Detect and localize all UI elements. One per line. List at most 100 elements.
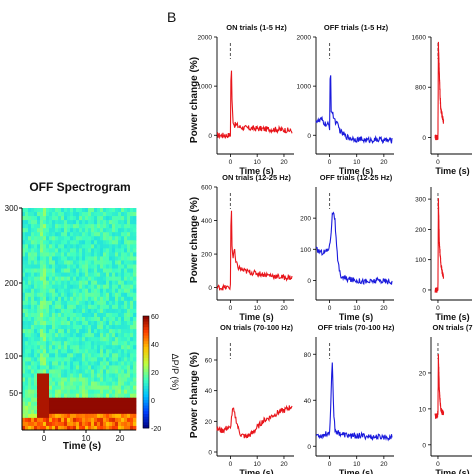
spectrogram-cell: [25, 393, 29, 399]
spectrogram-cell: [37, 365, 41, 370]
spectrogram-cell: [100, 308, 104, 314]
spectrogram-cell: [100, 349, 104, 354]
spectrogram-cell: [103, 353, 107, 358]
spectrogram-cell: [106, 325, 110, 330]
spectrogram-cell: [58, 377, 62, 382]
spectrogram-cell: [133, 321, 137, 326]
spectrogram-cell: [100, 240, 104, 245]
spectrogram-cell: [94, 385, 98, 391]
spectrogram-cell: [100, 256, 104, 261]
spectrogram-cell: [112, 300, 116, 306]
spectrogram-cell: [94, 212, 98, 217]
spectrogram-cell: [40, 220, 44, 225]
spectrogram-cell: [109, 377, 113, 382]
spectrogram-cell: [88, 353, 92, 358]
spectrogram-cell: [112, 232, 116, 237]
spectrogram-cell: [22, 345, 26, 350]
spectrogram-cell: [25, 345, 29, 350]
spectrogram-cell: [67, 341, 71, 346]
spectrogram-cell: [106, 349, 110, 354]
spectrogram-cell: [46, 260, 50, 265]
spectrogram-cell: [67, 284, 71, 290]
spectrogram-cell: [106, 228, 110, 233]
spectrogram-cell: [46, 365, 50, 370]
spectrogram-cell: [88, 349, 92, 354]
spectrogram-cell: [133, 232, 137, 237]
spectrogram-cell: [94, 329, 98, 334]
spectrogram-cell: [28, 256, 32, 261]
panel-x-tick-label: 20: [280, 305, 288, 312]
spectrogram-cell: [130, 312, 134, 318]
spectrogram-cell: [130, 240, 134, 245]
spectrogram-cell: [43, 425, 47, 431]
spectrogram-cell: [70, 413, 74, 419]
spectrogram-cell: [109, 208, 113, 213]
spectrogram-cell: [31, 389, 35, 395]
spectrogram-cell: [124, 365, 128, 370]
spectrogram-cell: [64, 353, 68, 358]
spectrogram-cell: [37, 409, 41, 415]
spectrogram-cell: [73, 333, 77, 338]
spectrogram-cell: [118, 228, 122, 233]
spectrogram-cell: [64, 333, 68, 338]
spectrogram-cell: [73, 377, 77, 382]
spectrogram-cell: [106, 240, 110, 245]
spectrogram-cell: [121, 224, 125, 229]
spectrogram-cell: [79, 337, 83, 342]
spectrogram-cell: [97, 240, 101, 245]
spectrogram-cell: [88, 308, 92, 314]
spectrogram-cell: [64, 300, 68, 306]
spectrogram-cell: [124, 413, 128, 419]
spectrogram-cell: [121, 337, 125, 342]
spectrogram-cell: [37, 268, 41, 273]
spectrogram-cell: [46, 325, 50, 330]
spectrogram-cell: [82, 316, 86, 322]
spectrogram-cell: [106, 316, 110, 322]
spectrogram-cell: [100, 216, 104, 221]
spectrogram-cell: [88, 288, 92, 294]
spectrogram-cell: [94, 393, 98, 399]
spectrogram-cell: [34, 353, 38, 358]
spectrogram-cell: [31, 417, 35, 423]
spectrogram-cell: [49, 244, 53, 249]
spectrogram-cell: [124, 385, 128, 391]
spectrogram-cell: [88, 232, 92, 237]
spectrogram-cell: [103, 220, 107, 225]
spectrogram-cell: [22, 260, 26, 265]
spectrogram-cell: [46, 397, 50, 403]
spectrogram-cell: [91, 349, 95, 354]
spectrogram-cell: [82, 365, 86, 370]
spectrogram-cell: [46, 357, 50, 362]
spectrogram-cell: [106, 248, 110, 253]
spectrogram-cell: [82, 397, 86, 403]
spectrogram-cell: [76, 224, 80, 229]
spectrogram-cell: [37, 329, 41, 334]
spectrogram-cell: [31, 397, 35, 403]
spectrogram-cell: [124, 256, 128, 261]
spectrogram-cell: [94, 236, 98, 241]
spectrogram-cell: [115, 389, 119, 395]
spectrogram-cell: [115, 365, 119, 370]
spectrogram-cell: [73, 373, 77, 378]
spectrogram-cell: [43, 256, 47, 261]
spectrogram-cell: [49, 284, 53, 290]
panel-xlabel: Time (s): [239, 312, 273, 322]
spectrogram-cell: [49, 208, 53, 213]
spectrogram-cell: [25, 333, 29, 338]
spectrogram-cell: [94, 232, 98, 237]
panel-x-tick-label: 10: [353, 461, 361, 468]
spectrogram-cell: [31, 345, 35, 350]
spectrogram-cell: [121, 321, 125, 326]
spectrogram-cell: [64, 321, 68, 326]
spectrogram-cell: [67, 260, 71, 265]
spectrogram-cell: [25, 421, 29, 427]
spectrogram-cell: [118, 413, 122, 419]
spectrogram-cell: [94, 272, 98, 278]
spectrogram-cell: [43, 345, 47, 350]
spectrogram-cell: [100, 333, 104, 338]
spectrogram-cell: [103, 377, 107, 382]
spectrogram-cell: [58, 272, 62, 278]
spectrogram-cell: [106, 292, 110, 298]
spectrogram-cell: [130, 397, 134, 403]
spectrogram-cell: [82, 405, 86, 411]
